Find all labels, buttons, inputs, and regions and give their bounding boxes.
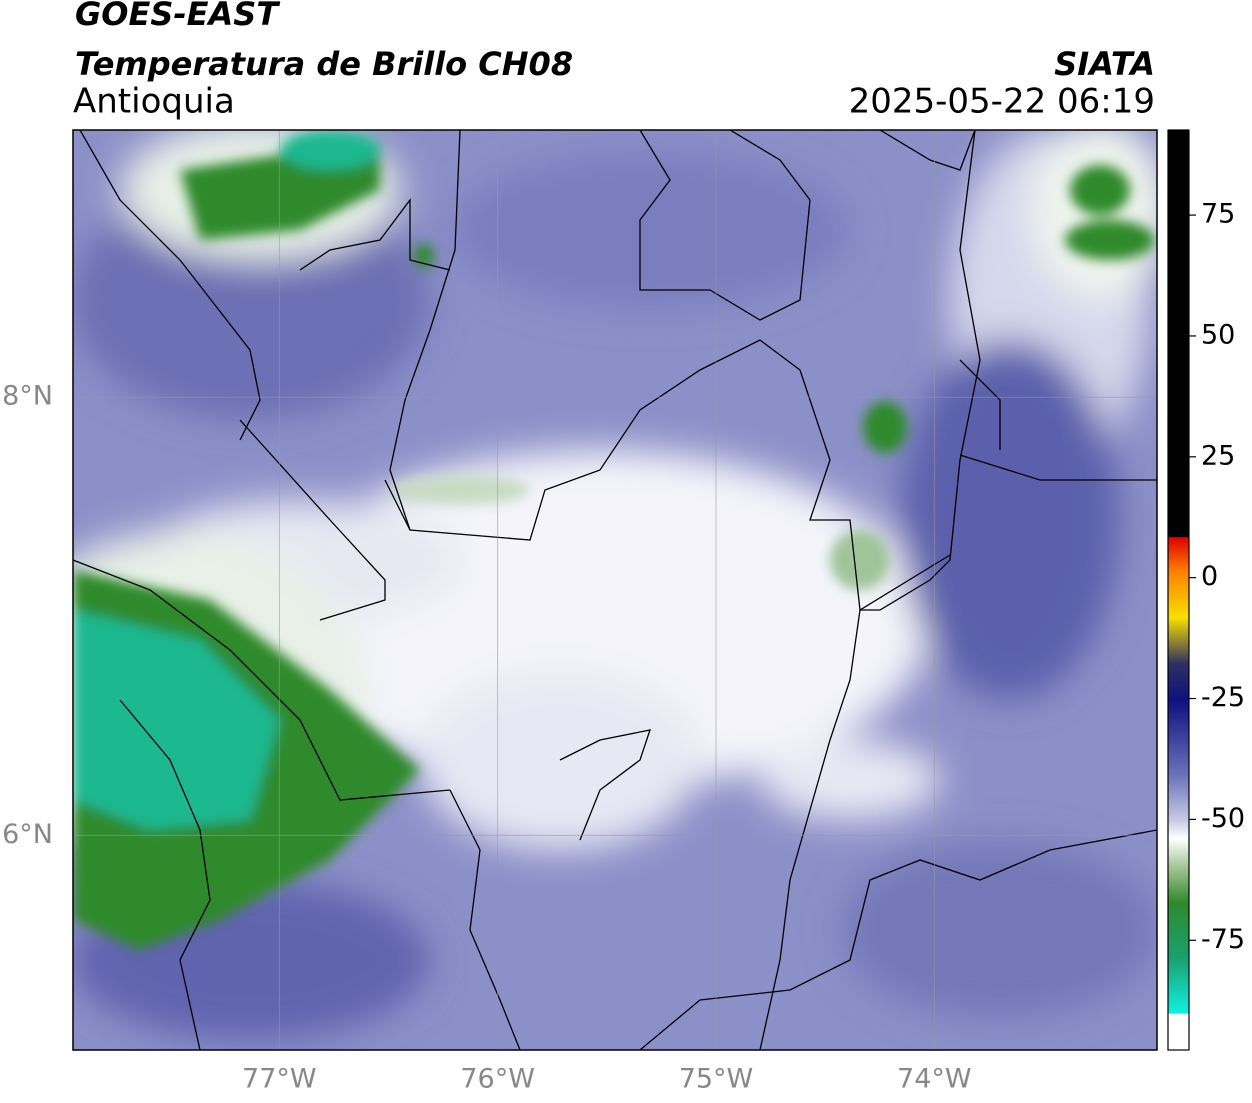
lat-tick-label: 6°N	[2, 819, 53, 850]
lon-tick-label: 75°W	[679, 1064, 754, 1095]
colorbar-tick-label: -50	[1201, 803, 1245, 834]
colorbar-tick-label: -25	[1201, 682, 1245, 713]
lon-tick-label: 76°W	[460, 1064, 535, 1095]
lon-tick-label: 74°W	[897, 1064, 972, 1095]
colorbar-tick-label: 25	[1201, 440, 1235, 471]
colorbar-tick-label: -75	[1201, 924, 1245, 955]
satellite-image	[73, 130, 1157, 1050]
colorbar-tick-label: 75	[1201, 199, 1235, 230]
subtitle: Temperatura de Brillo CH08	[75, 45, 573, 83]
colorbar-tick-label: 50	[1201, 319, 1235, 350]
datetime: 2025-05-22 06:19	[849, 82, 1155, 122]
lat-tick-label: 8°N	[2, 381, 53, 412]
colorbar	[1167, 129, 1190, 1051]
colorbar-tick-label: 0	[1201, 561, 1218, 592]
source: SIATA	[1054, 45, 1155, 83]
map-frame	[72, 129, 1158, 1051]
lon-tick-label: 77°W	[242, 1064, 317, 1095]
graticule	[73, 130, 1157, 1050]
title: GOES-EAST	[75, 0, 280, 33]
region: Antioquia	[73, 82, 235, 122]
